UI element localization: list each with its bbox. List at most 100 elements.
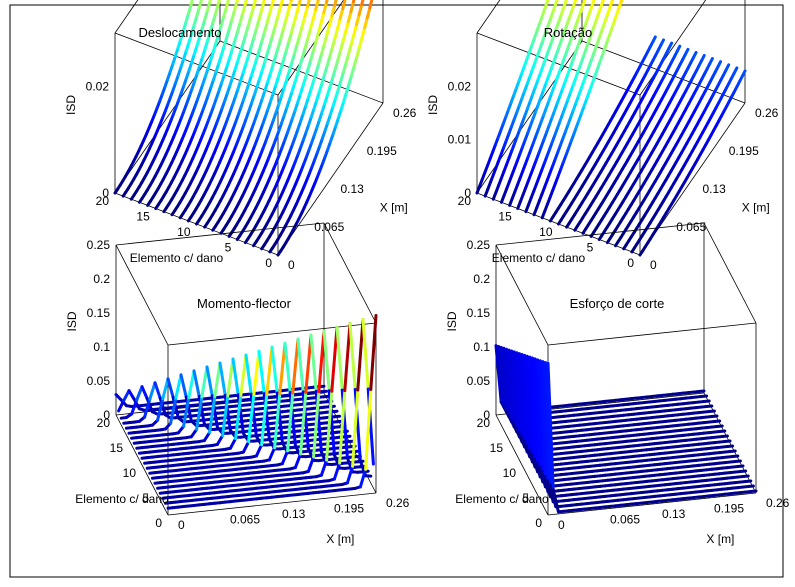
z-tick-label: 0.1 (473, 340, 490, 354)
y-axis-label: Elemento c/ dano (130, 251, 224, 265)
series-segment (738, 466, 743, 467)
y-tick-label: 10 (123, 466, 137, 480)
y-axis-label: Elemento c/ dano (492, 251, 586, 265)
series-segment (332, 411, 337, 412)
series-segment (743, 476, 748, 477)
x-tick-label: 0.26 (386, 496, 410, 510)
x-axis-label: X [m] (326, 532, 354, 546)
z-axis-label: ISD (65, 311, 79, 331)
z-tick-label: 0.15 (87, 306, 111, 320)
x-tick-label: 0.065 (230, 513, 260, 527)
series-segment (218, 0, 221, 4)
y-tick-label: 0 (155, 516, 162, 530)
z-axis-label: ISD (426, 95, 440, 115)
chart-title: Momento-flector (197, 296, 292, 311)
series-segment (748, 486, 753, 487)
series-segment (735, 461, 740, 462)
y-tick-label: 15 (498, 210, 512, 224)
x-tick-label: 0.13 (703, 182, 727, 196)
series-segment (237, 0, 240, 1)
x-axis-label: X [m] (742, 200, 770, 214)
x-tick-label: 0 (558, 518, 565, 532)
series-segment (321, 391, 326, 392)
y-tick-label: 15 (490, 441, 504, 455)
series-segment (334, 416, 339, 417)
series-segment (191, 0, 194, 4)
z-tick-label: 0.02 (448, 79, 472, 93)
series-segment (725, 441, 730, 442)
series-segment (701, 396, 706, 397)
z-tick-label: 0.1 (93, 340, 110, 354)
x-tick-label: 0.065 (314, 220, 344, 234)
series-segment (327, 0, 330, 2)
y-tick-label: 10 (539, 225, 553, 239)
x-axis-label: X [m] (380, 200, 408, 214)
x-tick-label: 0.13 (662, 507, 686, 521)
series-segment (583, 0, 586, 5)
series-segment (210, 0, 213, 1)
y-tick-label: 10 (177, 225, 191, 239)
y-tick-label: 0 (627, 256, 634, 270)
chart-title: Rotação (544, 25, 592, 40)
series-segment (272, 0, 275, 4)
series-segment (621, 0, 624, 2)
x-tick-label: 0.13 (282, 507, 306, 521)
series-segment (722, 436, 727, 437)
chart-title: Deslocamento (138, 25, 221, 40)
x-tick-label: 0.26 (393, 106, 417, 120)
y-tick-label: 0 (265, 256, 272, 270)
x-tick-label: 0 (288, 258, 295, 272)
series-segment (707, 406, 712, 407)
z-tick-label: 0 (464, 186, 471, 200)
series-segment (746, 481, 751, 482)
x-axis-label: X [m] (706, 532, 734, 546)
series-segment (362, 0, 365, 5)
series-segment (727, 446, 732, 447)
y-tick-label: 5 (225, 241, 232, 255)
y-tick-label: 5 (587, 241, 594, 255)
x-tick-label: 0.26 (755, 106, 779, 120)
x-tick-label: 0 (650, 258, 657, 272)
series-segment (714, 421, 719, 422)
z-tick-label: 0 (102, 186, 109, 200)
y-axis-label: Elemento c/ dano (455, 492, 549, 506)
z-tick-label: 0.2 (473, 272, 490, 286)
x-tick-label: 0.195 (714, 502, 744, 516)
chart-title: Esforço de corte (570, 296, 665, 311)
series-segment (354, 0, 357, 1)
series-segment (733, 456, 738, 457)
x-tick-label: 0.26 (766, 496, 790, 510)
z-tick-label: 0.25 (467, 238, 491, 252)
series-segment (556, 0, 559, 3)
series-segment (347, 441, 352, 442)
y-axis-label: Elemento c/ dano (75, 492, 169, 506)
z-tick-label: 0.01 (448, 133, 472, 147)
series-segment (720, 431, 725, 432)
series-segment (602, 0, 605, 4)
series-segment (704, 401, 709, 402)
x-tick-label: 0 (178, 518, 185, 532)
z-tick-label: 0.15 (467, 306, 491, 320)
x-tick-label: 0.195 (729, 144, 759, 158)
y-tick-label: 15 (110, 441, 124, 455)
z-axis-label: ISD (64, 95, 78, 115)
z-tick-label: 0 (483, 408, 490, 422)
series-segment (751, 491, 756, 492)
z-tick-label: 0.05 (467, 374, 491, 388)
series-segment (299, 0, 302, 3)
z-tick-label: 0.25 (87, 238, 111, 252)
x-tick-label: 0.195 (367, 144, 397, 158)
y-tick-label: 10 (503, 466, 517, 480)
series-segment (245, 0, 248, 4)
z-tick-label: 0 (103, 408, 110, 422)
y-tick-label: 15 (136, 210, 150, 224)
series-segment (709, 411, 714, 412)
z-tick-label: 0.2 (93, 272, 110, 286)
series-segment (740, 471, 745, 472)
z-tick-label: 0.02 (86, 79, 110, 93)
series-segment (717, 426, 722, 427)
z-axis-label: ISD (445, 311, 459, 331)
series-segment (575, 0, 578, 2)
series-segment (712, 416, 717, 417)
